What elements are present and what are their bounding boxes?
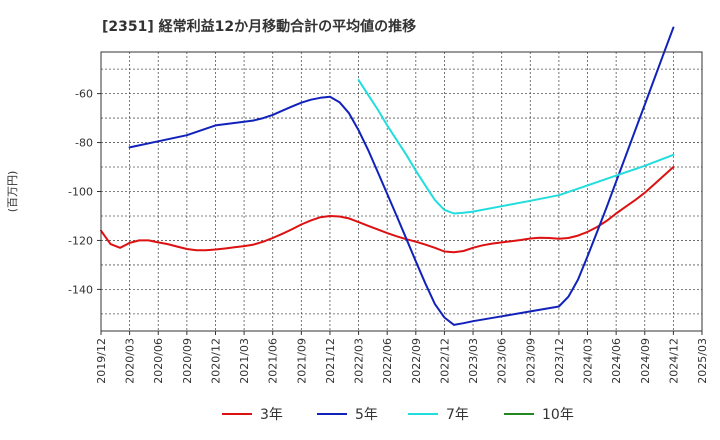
y-tick-label: -80	[75, 137, 93, 150]
x-tick-label: 2022/06	[381, 338, 394, 384]
series-line-5年	[128, 26, 675, 326]
y-tick-label: -60	[75, 88, 93, 101]
y-axis-label: (百万円)	[6, 171, 19, 213]
series-line-7年	[357, 79, 675, 215]
legend: 3年 5年 7年 10年	[222, 407, 574, 423]
legend-label: 7年	[446, 407, 469, 423]
series-line-3年	[100, 166, 675, 254]
x-tick-label: 2022/12	[438, 338, 451, 384]
grid	[100, 52, 703, 331]
legend-label: 5年	[355, 407, 378, 423]
y-tick-label: -120	[68, 234, 93, 247]
x-tick-label: 2019/12	[95, 338, 108, 384]
y-tick-label: -100	[68, 186, 93, 199]
x-tick-label: 2022/03	[353, 338, 366, 384]
x-tick-label: 2020/03	[124, 338, 137, 384]
legend-label: 10年	[542, 407, 574, 423]
x-tick-label: 2023/06	[496, 338, 509, 384]
x-tick-label: 2021/06	[267, 338, 280, 384]
x-tick-label: 2024/06	[610, 338, 623, 384]
x-tick-label: 2020/09	[181, 338, 194, 384]
x-tick-label: 2023/09	[524, 338, 537, 384]
x-tick-label: 2021/03	[238, 338, 251, 384]
series-layer	[100, 26, 675, 326]
x-tick-label: 2023/12	[553, 338, 566, 384]
x-tick-label: 2021/12	[324, 338, 337, 384]
x-axis-ticks: 2019/12 2020/03 2020/06 2020/09 2020/12 2021/…	[95, 331, 709, 384]
chart-title: [2351] 経常利益12か月移動合計の平均値の推移	[102, 18, 416, 35]
x-tick-label: 2023/03	[467, 338, 480, 384]
x-tick-label: 2024/03	[582, 338, 595, 384]
y-tick-label: -140	[68, 283, 93, 296]
x-tick-label: 2022/09	[410, 338, 423, 384]
y-axis-ticks: -140 -120 -100 -80 -60	[68, 88, 101, 296]
x-tick-label: 2020/06	[152, 338, 165, 384]
x-tick-label: 2025/03	[696, 338, 709, 384]
legend-label: 3年	[260, 407, 283, 423]
x-tick-label: 2021/09	[295, 338, 308, 384]
x-tick-label: 2020/12	[209, 338, 222, 384]
x-tick-label: 2024/12	[667, 338, 680, 384]
x-tick-label: 2024/09	[639, 338, 652, 384]
